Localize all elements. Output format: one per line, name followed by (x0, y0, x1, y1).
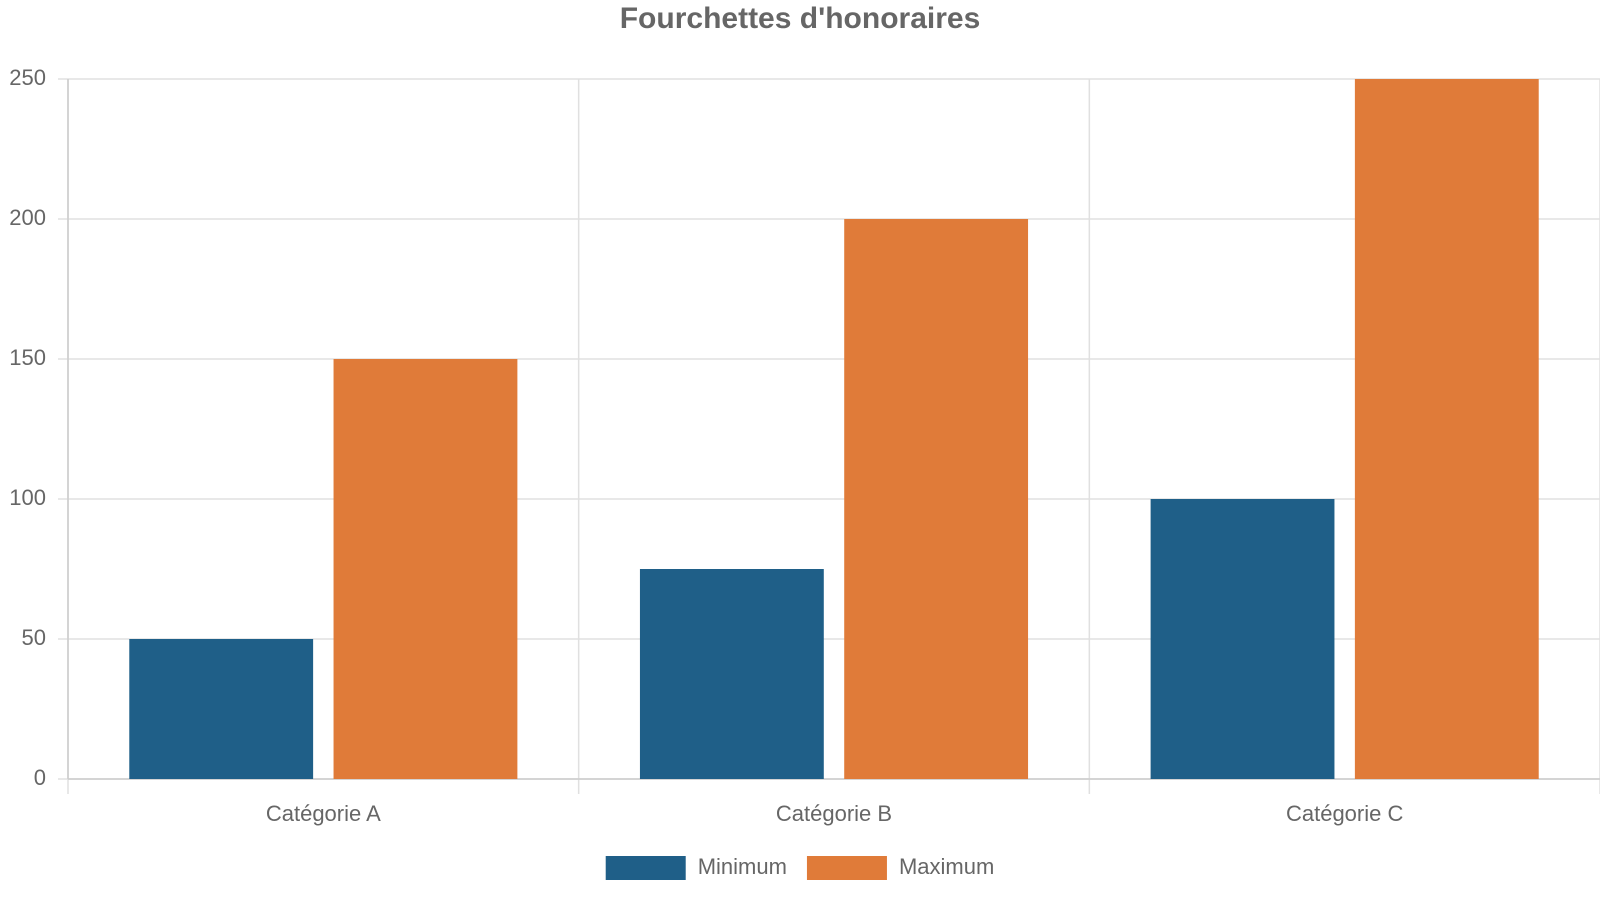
x-tick-label: Catégorie C (1286, 801, 1404, 826)
bar (333, 359, 518, 779)
bar (129, 639, 314, 779)
x-tick-label: Catégorie A (266, 801, 381, 826)
bar (1354, 79, 1539, 779)
bar (844, 219, 1029, 779)
y-tick-label: 150 (9, 345, 46, 370)
y-tick-label: 0 (34, 765, 46, 790)
x-tick-label: Catégorie B (776, 801, 892, 826)
legend-swatch (806, 856, 887, 880)
legend-label: Minimum (698, 854, 787, 879)
legend-swatch (605, 856, 686, 880)
legend-label: Maximum (899, 854, 994, 879)
y-tick-label: 100 (9, 485, 46, 510)
bar (639, 569, 824, 779)
y-tick-label: 200 (9, 205, 46, 230)
chart-title: Fourchettes d'honoraires (620, 2, 981, 35)
y-tick-label: 50 (22, 625, 46, 650)
bar (1150, 499, 1335, 779)
y-tick-label: 250 (9, 65, 46, 90)
